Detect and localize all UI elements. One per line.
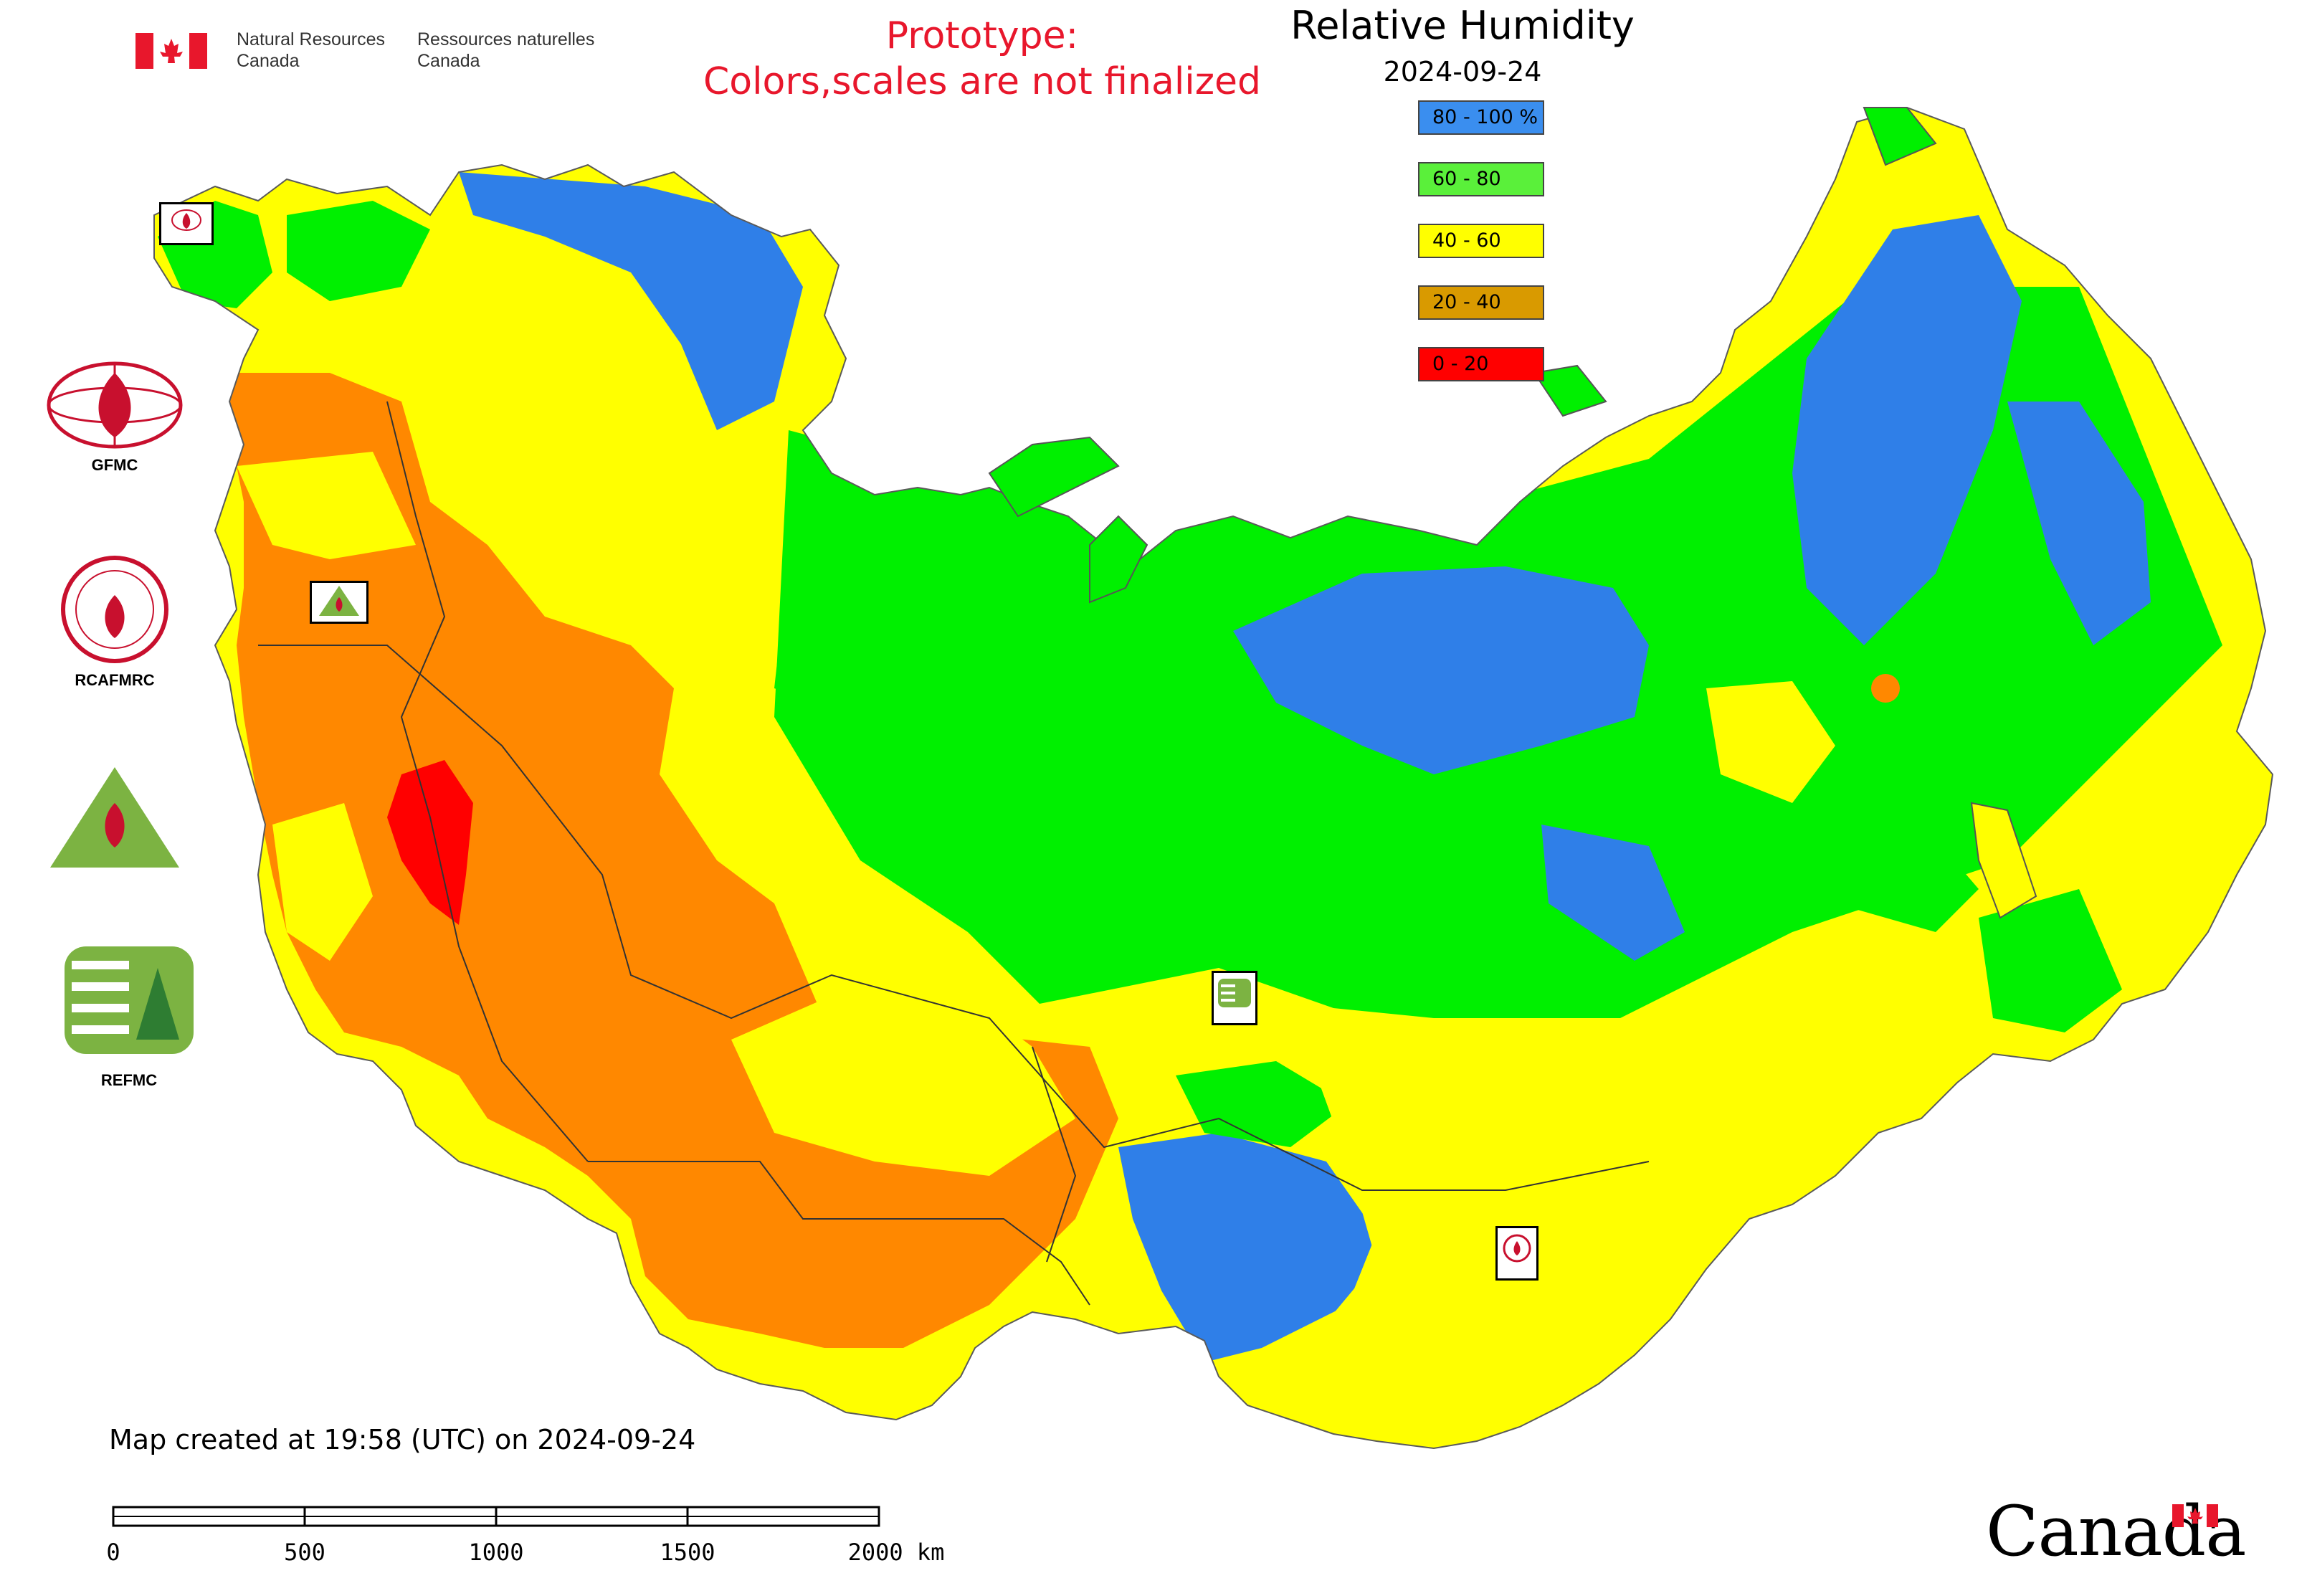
legend-item-20-40: 20 - 40	[1418, 285, 1544, 320]
agency-name-fr: Ressources naturelles Canada	[417, 29, 595, 71]
legend-item-0-20: 0 - 20	[1418, 347, 1544, 381]
gfmc-map-marker	[159, 202, 214, 245]
refmc-map-marker	[1212, 971, 1257, 1025]
refmc-logo-icon	[65, 946, 194, 1054]
scale-tick-1500: 1500	[660, 1539, 715, 1566]
scale-tick-500: 500	[284, 1539, 325, 1566]
reefmc-map-marker	[310, 581, 368, 624]
refmc-marker-icon	[1218, 979, 1251, 1007]
gfmc-logo-icon	[47, 361, 183, 449]
rcafmrc-marker-icon	[1503, 1234, 1531, 1263]
refmc-logo-label: REFMC	[100, 1071, 158, 1089]
scale-tick-1000: 1000	[468, 1539, 524, 1566]
canada-wordmark-flag-icon	[2172, 1504, 2218, 1527]
gfmc-marker-icon	[171, 209, 201, 231]
nrcan-signature: Natural Resources Canada Ressources natu…	[135, 27, 608, 76]
reefmc-logo	[29, 760, 201, 882]
legend-item-80-100: 80 - 100 %	[1418, 100, 1544, 135]
rcafmrc-map-marker	[1495, 1226, 1538, 1281]
agency-name-en: Natural Resources Canada	[237, 29, 386, 71]
scale-tick-2000: 2000 km	[847, 1539, 945, 1566]
scale-tick-0: 0	[106, 1539, 120, 1566]
gfmc-logo-label: GFMC	[91, 456, 138, 474]
canada-wordmark: Canada	[1986, 1491, 2246, 1572]
humidity-legend: 80 - 100 % 60 - 80 40 - 60 20 - 40 0 - 2…	[1418, 100, 1547, 387]
rcafmrc-logo: RCAFMRC	[29, 552, 201, 695]
map-created-timestamp: Map created at 19:58 (UTC) on 2024-09-24	[109, 1424, 696, 1455]
canada-flag-icon	[135, 33, 207, 69]
map-date: 2024-09-24	[1383, 56, 1542, 87]
scale-bar-graphic	[112, 1506, 880, 1527]
refmc-logo: REFMC	[43, 939, 215, 1097]
rcafmrc-logo-label: RCAFMRC	[75, 671, 155, 689]
prototype-notice: Prototype: Colors,scales are not finaliz…	[703, 14, 1262, 103]
gfmc-logo: GFMC	[29, 358, 201, 480]
rcafmrc-logo-icon	[61, 556, 168, 663]
scale-bar: 0 500 1000 1500 2000 km	[93, 1497, 989, 1576]
map-title: Relative Humidity	[1290, 3, 1635, 48]
legend-item-40-60: 40 - 60	[1418, 224, 1544, 258]
legend-item-60-80: 60 - 80	[1418, 162, 1544, 196]
reefmc-logo-icon	[50, 767, 179, 868]
reefmc-marker-icon	[319, 586, 359, 616]
